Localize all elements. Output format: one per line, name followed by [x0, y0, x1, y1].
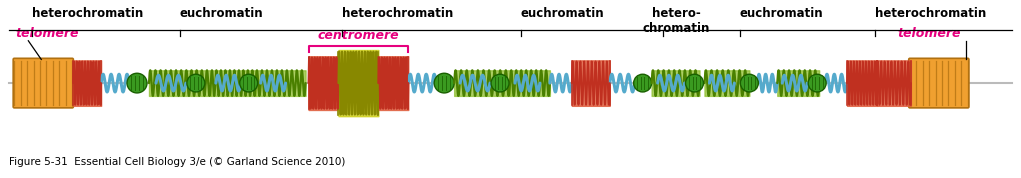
Ellipse shape — [685, 74, 703, 92]
Text: heterochromatin: heterochromatin — [875, 7, 986, 20]
Text: euchromatin: euchromatin — [739, 7, 823, 20]
Ellipse shape — [809, 74, 826, 92]
Ellipse shape — [634, 74, 651, 92]
Ellipse shape — [127, 73, 147, 93]
Text: heterochromatin: heterochromatin — [342, 7, 453, 20]
Text: hetero-
chromatin: hetero- chromatin — [643, 7, 711, 35]
FancyBboxPatch shape — [909, 58, 969, 108]
Ellipse shape — [740, 74, 759, 92]
Ellipse shape — [434, 73, 454, 93]
Text: telomere: telomere — [15, 27, 79, 40]
FancyBboxPatch shape — [13, 58, 74, 108]
Ellipse shape — [187, 74, 205, 92]
Text: euchromatin: euchromatin — [521, 7, 604, 20]
Text: Figure 5-31  Essential Cell Biology 3/e (© Garland Science 2010): Figure 5-31 Essential Cell Biology 3/e (… — [9, 157, 346, 167]
Ellipse shape — [491, 74, 509, 92]
Text: centromere: centromere — [318, 29, 399, 42]
Text: heterochromatin: heterochromatin — [32, 7, 143, 20]
Ellipse shape — [240, 74, 257, 92]
Text: euchromatin: euchromatin — [180, 7, 263, 20]
Text: telomere: telomere — [897, 27, 961, 40]
